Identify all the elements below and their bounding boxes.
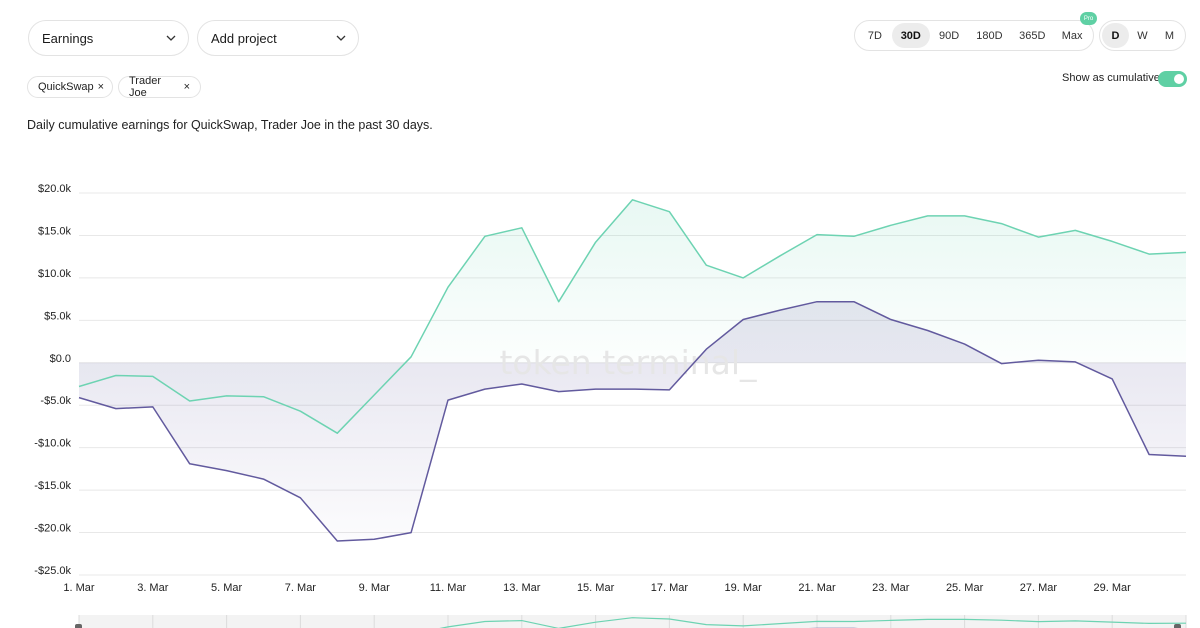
range-7d-button[interactable]: 7D — [867, 29, 882, 42]
toggle-knob — [1174, 74, 1184, 84]
x-tick-label: 7. Mar — [285, 582, 317, 594]
navigator-line — [439, 617, 1187, 628]
x-tick-label: 9. Mar — [359, 582, 391, 594]
navigator-track — [79, 615, 1186, 628]
y-tick-label: -$25.0k — [34, 565, 71, 577]
y-tick-label: $20.0k — [38, 183, 72, 195]
y-tick-label: -$20.0k — [34, 523, 71, 535]
close-icon[interactable]: × — [183, 81, 190, 93]
x-tick-label: 25. Mar — [946, 582, 984, 594]
y-tick-label: -$10.0k — [34, 438, 71, 450]
x-tick-label: 27. Mar — [1020, 582, 1058, 594]
metric-dropdown-label: Earnings — [42, 30, 94, 46]
x-tick-label: 23. Mar — [872, 582, 910, 594]
granularity-day-button[interactable]: D — [1102, 23, 1129, 48]
series-line-quickswap[interactable] — [78, 199, 1187, 434]
y-tick-label: -$5.0k — [40, 395, 71, 407]
x-tick-label: 1. Mar — [63, 582, 95, 594]
range-180d-button[interactable]: 180D — [976, 29, 1003, 42]
metric-dropdown[interactable]: Earnings — [28, 20, 189, 56]
pro-badge: Pro — [1080, 12, 1097, 25]
x-tick-label: 13. Mar — [503, 582, 541, 594]
x-tick-label: 11. Mar — [430, 582, 467, 594]
x-tick-label: 21. Mar — [798, 582, 836, 594]
time-range-selector: 7D 30D 90D 180D 365D Max — [854, 20, 1094, 51]
granularity-month-button[interactable]: M — [1164, 29, 1175, 42]
cumulative-toggle-label: Show as cumulative — [1062, 72, 1160, 84]
y-axis: $20.0k $15.0k $10.0k $5.0k $0.0 -$5.0k -$10.0k… — [34, 183, 71, 577]
range-90d-button[interactable]: 90D — [939, 29, 960, 42]
y-tick-label: $15.0k — [38, 225, 72, 237]
x-tick-label: 15. Mar — [577, 582, 615, 594]
chip-label: Trader Joe — [129, 75, 161, 99]
y-tick-label: -$15.0k — [34, 480, 71, 492]
y-tick-label: $5.0k — [44, 310, 71, 322]
range-30d-button[interactable]: 30D — [891, 23, 930, 48]
project-chip-trader-joe: Trader Joe × — [118, 75, 201, 99]
granularity-week-button[interactable]: W — [1137, 29, 1148, 42]
project-chip-quickswap: QuickSwap × — [27, 76, 113, 98]
add-project-label: Add project — [211, 30, 277, 46]
cumulative-toggle[interactable] — [1158, 71, 1187, 87]
area-trader-joe — [79, 301, 1186, 541]
x-tick-label: 19. Mar — [725, 582, 763, 594]
navigator-handle-right[interactable] — [1174, 624, 1181, 628]
range-max-button[interactable]: Max — [1061, 29, 1083, 42]
y-tick-label: $0.0 — [50, 353, 71, 365]
chart-lines — [78, 199, 1187, 542]
x-tick-label: 17. Mar — [651, 582, 689, 594]
chart-areas — [79, 199, 1186, 541]
chip-label: QuickSwap — [38, 81, 94, 93]
series-line-trader-joe[interactable] — [78, 300, 1187, 542]
x-tick-label: 3. Mar — [137, 582, 169, 594]
x-tick-label: 29. Mar — [1094, 582, 1132, 594]
chevron-down-icon — [336, 33, 346, 43]
navigator-handle-left[interactable] — [75, 624, 82, 628]
chevron-down-icon — [166, 33, 176, 43]
x-axis: 1. Mar 3. Mar 5. Mar 7. Mar 9. Mar 11. Mar 13.… — [63, 582, 1131, 594]
y-tick-label: $10.0k — [38, 268, 72, 280]
x-tick-label: 5. Mar — [211, 582, 243, 594]
add-project-dropdown[interactable]: Add project — [197, 20, 359, 56]
close-icon[interactable]: × — [97, 81, 105, 93]
watermark: token terminal_ — [499, 343, 757, 382]
chart-description: Daily cumulative earnings for QuickSwap,… — [27, 118, 433, 132]
range-365d-button[interactable]: 365D — [1019, 29, 1046, 42]
navigator[interactable] — [75, 615, 1187, 628]
granularity-selector: D W M — [1099, 20, 1186, 51]
